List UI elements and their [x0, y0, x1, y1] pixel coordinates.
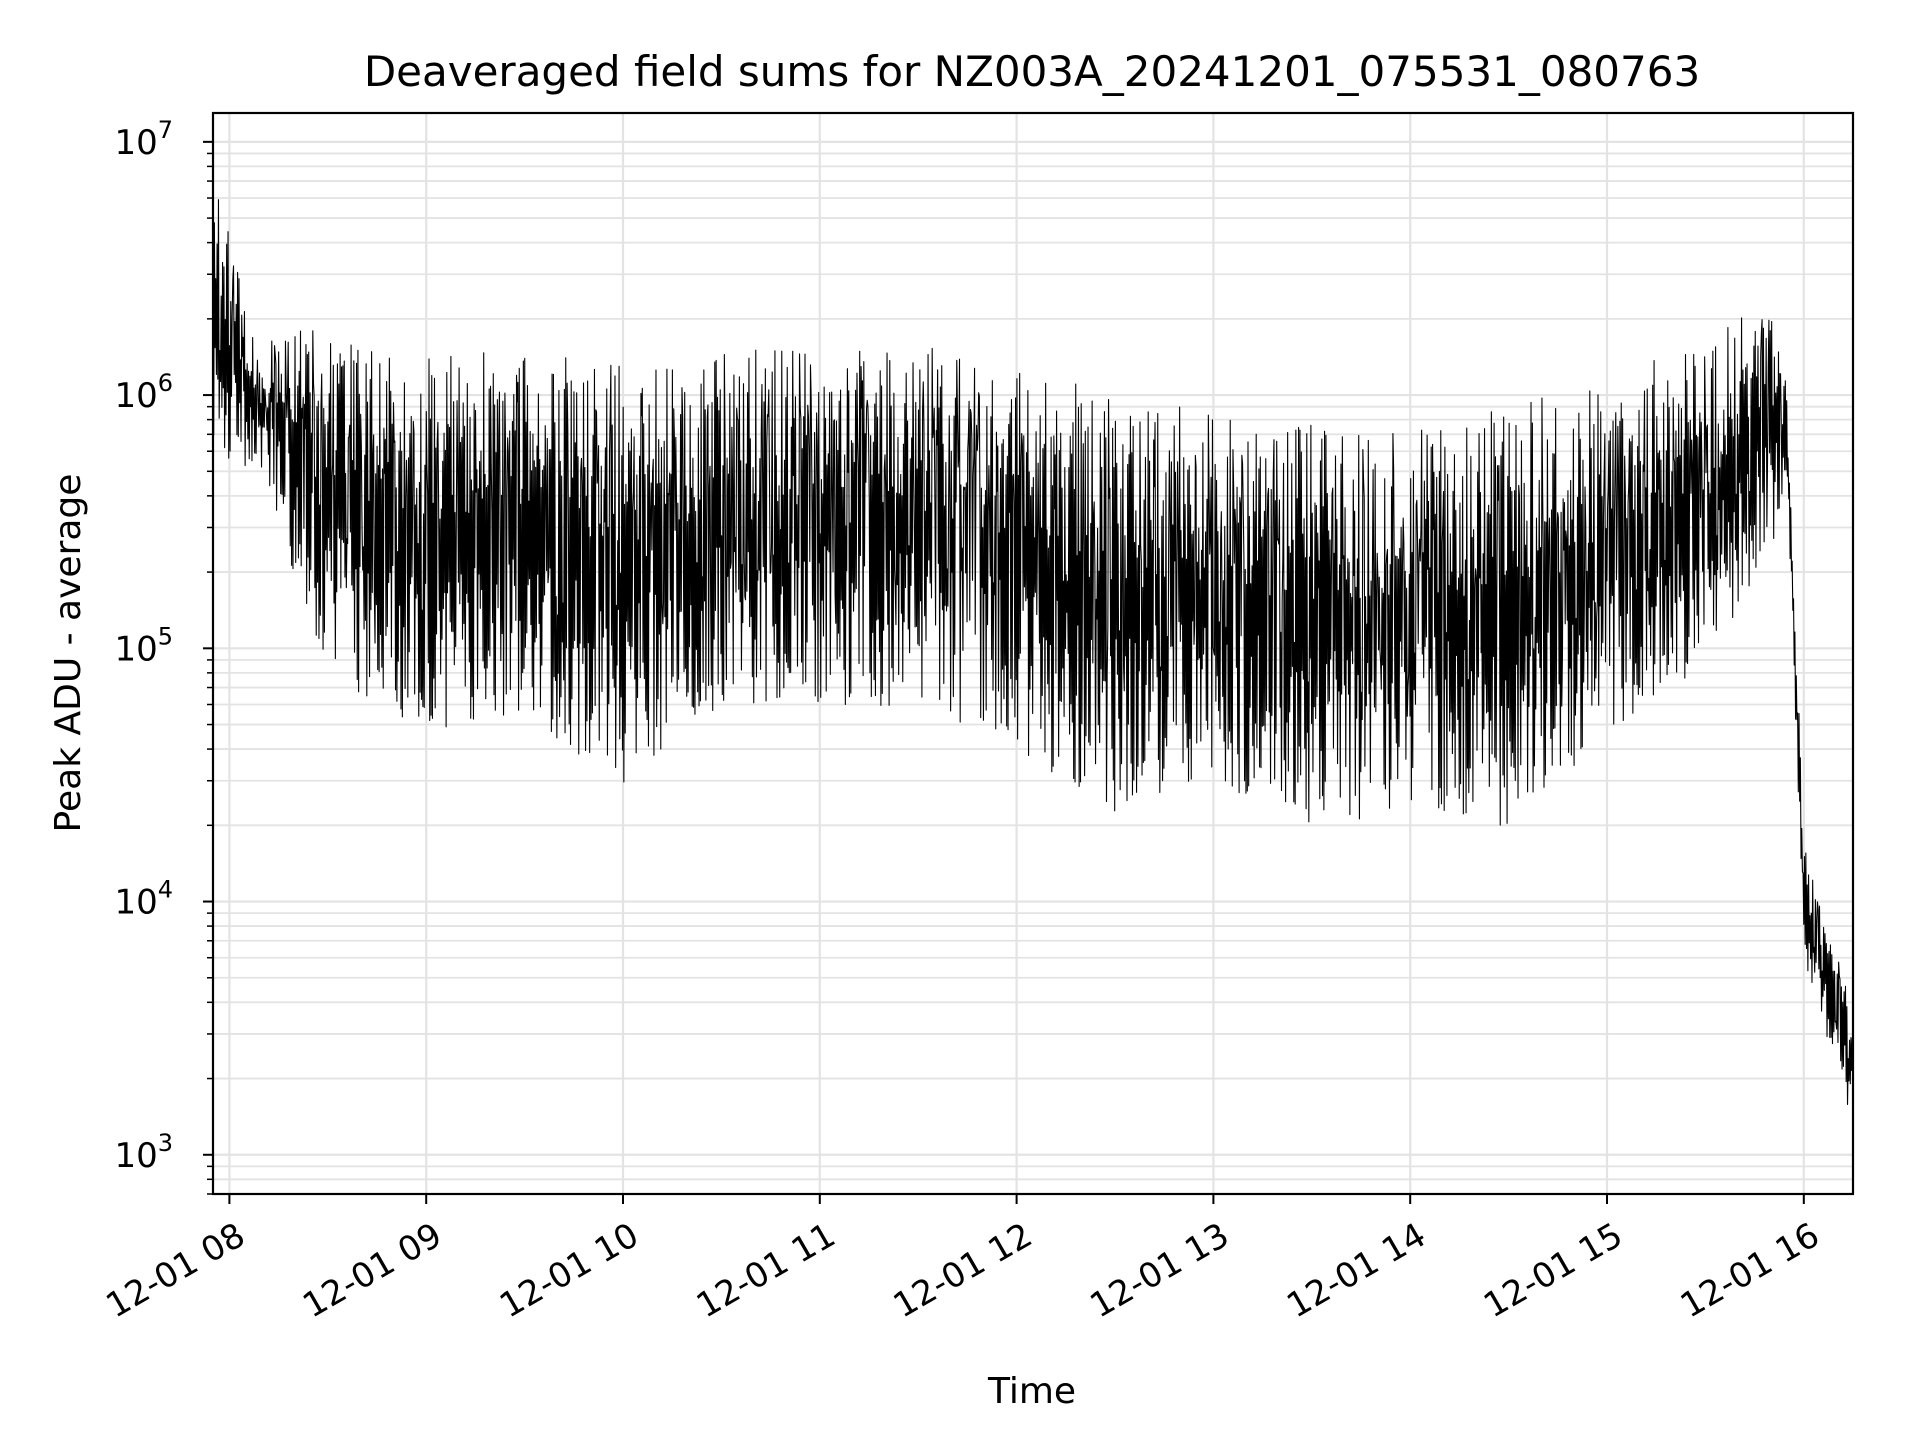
y-axis-label: Peak ADU - average: [48, 474, 89, 833]
x-axis-label: Time: [987, 1371, 1076, 1412]
y-tick-label: 104: [114, 876, 173, 923]
y-tick-label: 107: [114, 116, 173, 163]
plot-frame: [211, 111, 1855, 1196]
y-axis-ticks: 103 104 105 106 107: [114, 116, 213, 1195]
series-group: [212, 199, 1854, 1106]
series-line: [212, 199, 1854, 1106]
y-tick-label: 103: [114, 1129, 173, 1176]
y-tick-label: 105: [114, 622, 173, 669]
y-tick-label: 106: [114, 369, 173, 416]
chart-title: Deaveraged field sums for NZ003A_2024120…: [364, 47, 1700, 96]
